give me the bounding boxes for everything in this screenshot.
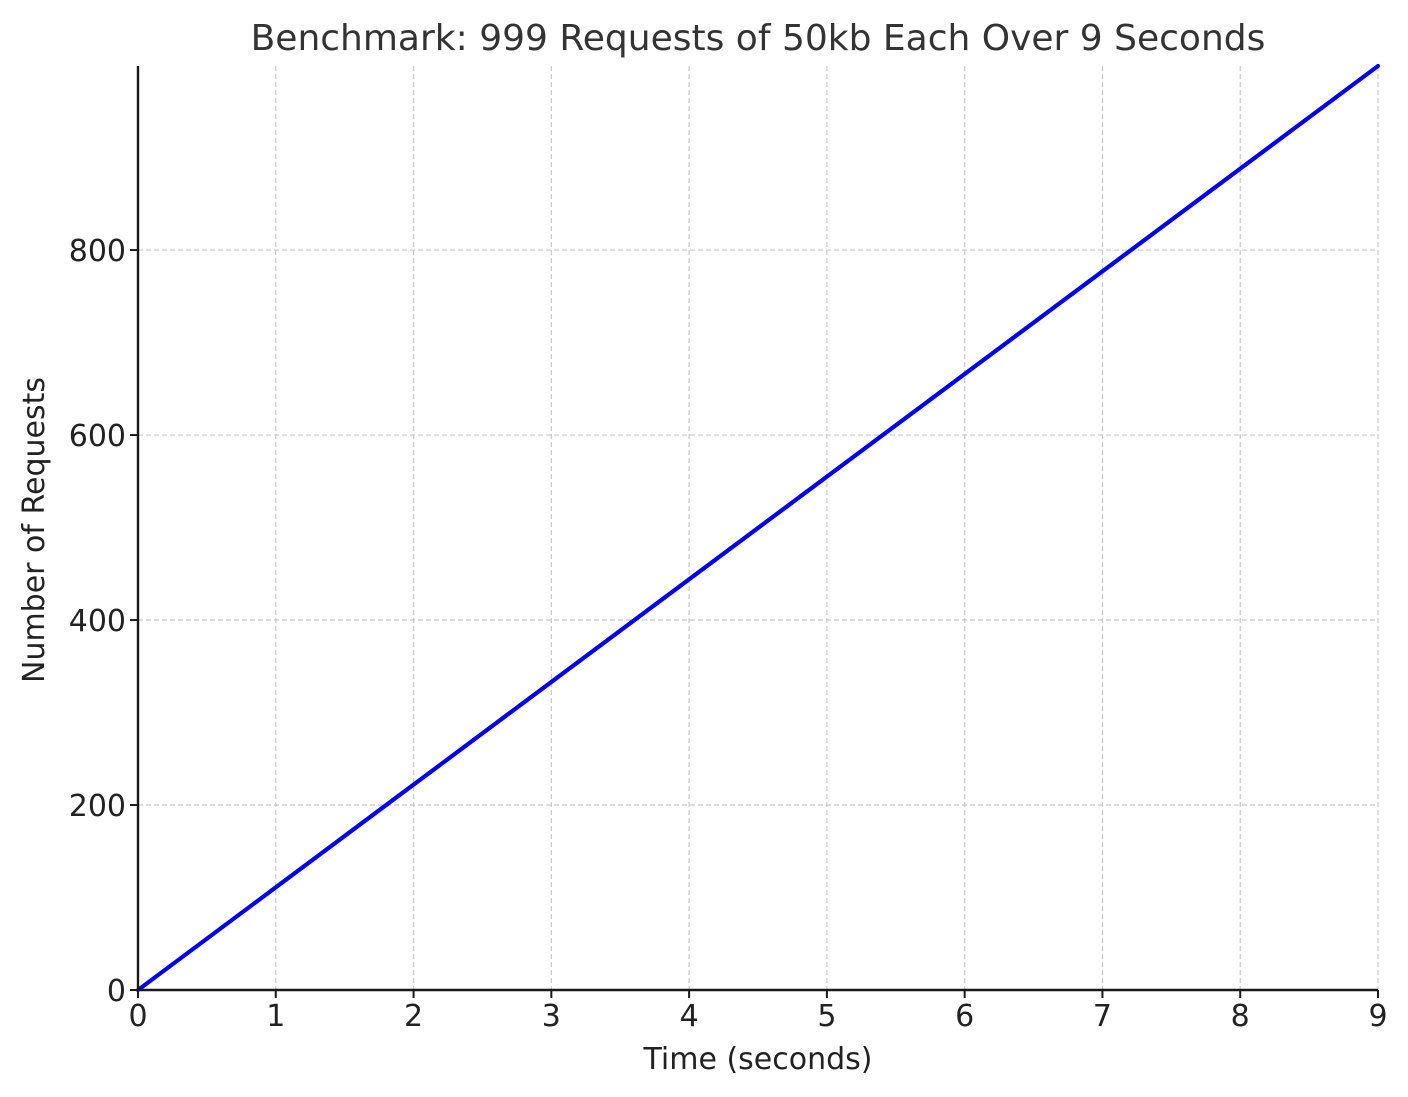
x-tick-label-7: 7 bbox=[1093, 999, 1112, 1034]
x-axis-label: Time (seconds) bbox=[643, 1042, 873, 1077]
y-tick-label-1: 200 bbox=[69, 789, 126, 824]
y-axis-label: Number of Requests bbox=[17, 377, 52, 683]
y-tick-label-4: 800 bbox=[69, 234, 126, 269]
y-tick-label-2: 400 bbox=[69, 604, 126, 639]
x-tick-label-2: 2 bbox=[404, 999, 423, 1034]
x-tick-label-4: 4 bbox=[680, 999, 699, 1034]
series-layer bbox=[135, 63, 1381, 993]
x-ticks: 0 1 2 3 4 5 6 7 8 9 bbox=[128, 990, 1388, 1034]
series-line-0 bbox=[135, 63, 1381, 993]
y-tick-label-0: 0 bbox=[107, 974, 126, 1009]
grid bbox=[138, 66, 1379, 990]
y-tick-label-3: 600 bbox=[69, 419, 126, 454]
axes bbox=[136, 66, 1378, 992]
chart-title: Benchmark: 999 Requests of 50kb Each Ove… bbox=[251, 18, 1266, 59]
x-tick-label-5: 5 bbox=[817, 999, 836, 1034]
x-tick-label-0: 0 bbox=[128, 999, 147, 1034]
y-ticks: 0 200 400 600 800 bbox=[69, 234, 138, 1009]
x-tick-label-8: 8 bbox=[1231, 999, 1250, 1034]
x-tick-label-9: 9 bbox=[1368, 999, 1387, 1034]
x-tick-label-6: 6 bbox=[955, 999, 974, 1034]
x-tick-label-3: 3 bbox=[542, 999, 561, 1034]
x-tick-label-1: 1 bbox=[266, 999, 285, 1034]
